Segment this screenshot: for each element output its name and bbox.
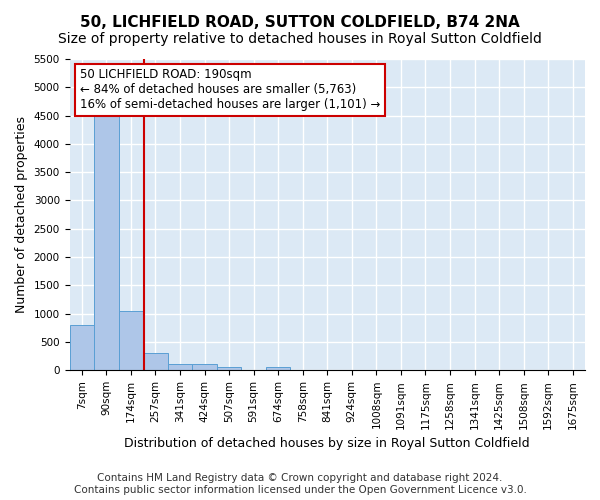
Bar: [168, 364, 192, 370]
Bar: [94, 110, 119, 370]
Bar: [143, 353, 168, 370]
Bar: [266, 368, 290, 370]
Text: 50 LICHFIELD ROAD: 190sqm
← 84% of detached houses are smaller (5,763)
16% of se: 50 LICHFIELD ROAD: 190sqm ← 84% of detac…: [80, 68, 380, 112]
Bar: [119, 311, 143, 370]
Y-axis label: Number of detached properties: Number of detached properties: [15, 116, 28, 313]
Text: 50, LICHFIELD ROAD, SUTTON COLDFIELD, B74 2NA: 50, LICHFIELD ROAD, SUTTON COLDFIELD, B7…: [80, 15, 520, 30]
Text: Contains HM Land Registry data © Crown copyright and database right 2024.
Contai: Contains HM Land Registry data © Crown c…: [74, 474, 526, 495]
Text: Size of property relative to detached houses in Royal Sutton Coldfield: Size of property relative to detached ho…: [58, 32, 542, 46]
Bar: [70, 325, 94, 370]
Bar: [192, 364, 217, 370]
X-axis label: Distribution of detached houses by size in Royal Sutton Coldfield: Distribution of detached houses by size …: [124, 437, 530, 450]
Bar: [217, 368, 241, 370]
